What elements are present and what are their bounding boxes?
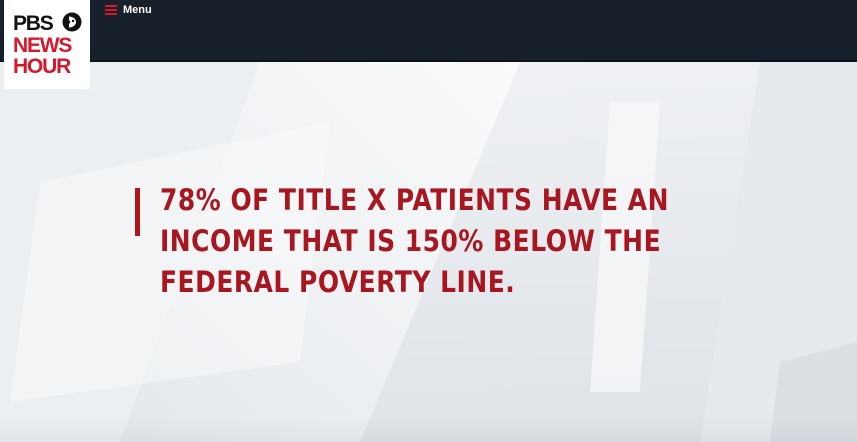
pbs-newshour-logo[interactable]: PBS NEWS HOUR — [4, 0, 90, 89]
hamburger-icon — [105, 5, 117, 15]
logo-pbs-text: PBS — [13, 12, 54, 35]
pbs-head-icon — [62, 12, 82, 32]
logo-news-text: NEWS — [13, 34, 72, 57]
menu-label: Menu — [123, 4, 152, 16]
slide-headline: 78% OF TITLE X PATIENTS HAVE AN INCOME T… — [160, 183, 670, 299]
top-nav-bar: Menu — [0, 0, 857, 62]
headline-accent-bar — [135, 188, 140, 236]
slide-background — [0, 62, 857, 442]
menu-button[interactable]: Menu — [105, 3, 152, 17]
bottom-shade — [0, 416, 857, 442]
logo-hour-text: HOUR — [13, 55, 71, 78]
